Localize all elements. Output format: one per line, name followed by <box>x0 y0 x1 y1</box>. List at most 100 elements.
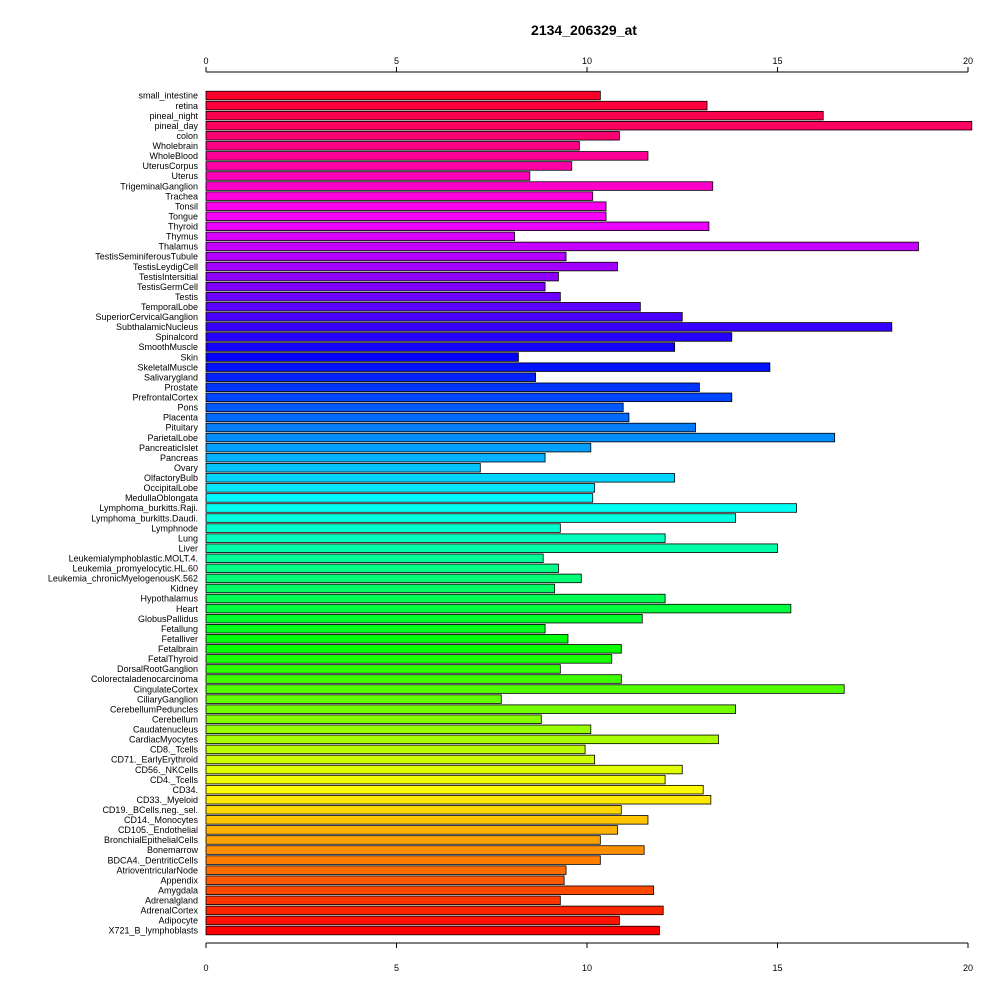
bar-Bonemarrow <box>205 845 645 855</box>
category-label: retina <box>175 101 198 111</box>
bottom-tick-label: 20 <box>963 963 973 973</box>
category-label: ParietalLobe <box>147 433 198 443</box>
bar-CD4._Tcells <box>205 774 666 785</box>
category-label: Adrenalgland <box>145 896 198 906</box>
category-label: colon <box>176 131 198 141</box>
bar-Colorectaladenocarcinoma <box>205 674 622 684</box>
category-label: Thymus <box>166 232 199 242</box>
bar-WholeBlood <box>205 151 649 161</box>
bar-FetalThyroid <box>205 654 613 664</box>
category-label: SmoothMuscle <box>138 342 198 352</box>
category-label: Pons <box>177 403 198 413</box>
category-label: PancreaticIslet <box>139 443 199 453</box>
category-label: TestisSeminiferousTubule <box>95 252 198 262</box>
bar-GlobusPallidus <box>205 613 643 624</box>
category-label: Lymphoma_burkitts.Raji. <box>99 503 198 513</box>
category-label: Appendix <box>160 875 198 885</box>
bar-CD56._NKCells <box>205 764 683 775</box>
bar-Wholebrain <box>205 141 580 151</box>
category-label: DorsalRootGanglion <box>117 664 198 674</box>
bar-Placenta <box>205 412 630 423</box>
category-label: TestisLeydigCell <box>133 262 198 272</box>
bar-Uterus <box>205 171 531 181</box>
bar-SubthalamicNucleus <box>205 322 893 332</box>
bar-Lymphoma_burkitts.Raji. <box>205 503 797 513</box>
category-label: CerebellumPeduncles <box>110 704 199 714</box>
bar-Thymus <box>205 231 516 242</box>
category-label: Kidney <box>170 584 198 594</box>
category-label: CD105._Endothelial <box>118 825 198 835</box>
category-label: Spinalcord <box>155 332 198 342</box>
category-label: pineal_night <box>149 111 198 121</box>
bar-Lymphoma_burkitts.Daudi. <box>205 513 736 523</box>
category-label: X721_B_lymphoblasts <box>108 926 198 936</box>
bar-Tonsil <box>205 201 607 211</box>
bar-Fetalliver <box>205 634 569 644</box>
bar-Thalamus <box>205 241 919 252</box>
category-label: Pancreas <box>160 453 199 463</box>
category-label: Pituitary <box>165 423 198 433</box>
category-label: Colorectaladenocarcinoma <box>91 674 198 684</box>
top-tick-label: 5 <box>394 56 399 66</box>
category-label: CardiacMyocytes <box>129 735 199 745</box>
top-x-axis: 0 5 10 15 20 <box>203 56 973 73</box>
bar-Ovary <box>205 463 481 473</box>
bar-Skin <box>205 352 519 362</box>
chart-title: 2134_206329_at <box>531 22 637 38</box>
category-label: PrefrontalCortex <box>132 393 198 403</box>
top-tick-label: 0 <box>203 56 208 66</box>
bar-CD33._Myeloid <box>205 795 712 805</box>
bar-Testis <box>205 292 561 302</box>
category-label: Heart <box>176 604 199 614</box>
bar-SkeletalMuscle <box>205 362 771 372</box>
bar-Pancreas <box>205 452 546 463</box>
top-tick-label: 10 <box>582 56 592 66</box>
bar-SuperiorCervicalGanglion <box>205 312 683 322</box>
category-label: Uterus <box>171 171 198 181</box>
bottom-x-axis: 0 5 10 15 20 <box>203 942 973 973</box>
category-label: Ovary <box>174 463 199 473</box>
category-label: Thalamus <box>158 242 198 252</box>
bar-Hypothalamus <box>205 593 666 604</box>
bar-Pituitary <box>205 422 696 433</box>
bar-Thyroid <box>205 221 710 232</box>
bar-CingulateCortex <box>205 684 845 694</box>
category-label: Leukemia_promyelocytic.HL.60 <box>72 564 198 574</box>
bar-PancreaticIslet <box>205 442 592 453</box>
bar-CiliaryGanglion <box>205 694 502 704</box>
category-label: Trachea <box>165 191 198 201</box>
category-label: Cerebellum <box>152 714 198 724</box>
category-label: SkeletalMuscle <box>137 362 198 372</box>
category-label: Lymphoma_burkitts.Daudi. <box>91 513 198 523</box>
bar-pineal_day <box>205 121 973 131</box>
bar-CD14._Monocytes <box>205 815 649 825</box>
category-label: Adipocyte <box>158 916 198 926</box>
category-label: MedullaOblongata <box>125 493 198 503</box>
bar-Adipocyte <box>205 915 620 926</box>
bar-Fetallung <box>205 624 546 634</box>
bar-AdrenalCortex <box>205 905 664 916</box>
bar-Salivarygland <box>205 372 536 382</box>
bar-CerebellumPeduncles <box>205 704 736 714</box>
bar-TemporalLobe <box>205 302 641 312</box>
bars-group <box>205 90 973 936</box>
bar-Tongue <box>205 211 607 221</box>
category-label: CD71._EarlyErythroid <box>111 755 198 765</box>
category-label: Skin <box>180 352 198 362</box>
bar-colon <box>205 131 620 141</box>
category-label: TestisIntersitial <box>139 272 198 282</box>
bar-BronchialEpithelialCells <box>205 835 601 845</box>
bar-ParietalLobe <box>205 432 836 443</box>
category-label: UterusCorpus <box>142 161 198 171</box>
category-label: Wholebrain <box>152 141 198 151</box>
category-label: Fetallung <box>161 624 198 634</box>
bar-Leukemialymphoblastic.MOLT.4. <box>205 553 544 563</box>
category-label: small_intestine <box>138 91 198 101</box>
bar-BDCA4._DentriticCells <box>205 855 601 865</box>
bar-Leukemia_chronicMyelogenousK.562 <box>205 573 582 584</box>
bar-UterusCorpus <box>205 161 573 171</box>
bottom-tick-label: 5 <box>394 963 399 973</box>
category-label: CD8._Tcells <box>150 745 199 755</box>
bar-pineal_night <box>205 110 824 121</box>
